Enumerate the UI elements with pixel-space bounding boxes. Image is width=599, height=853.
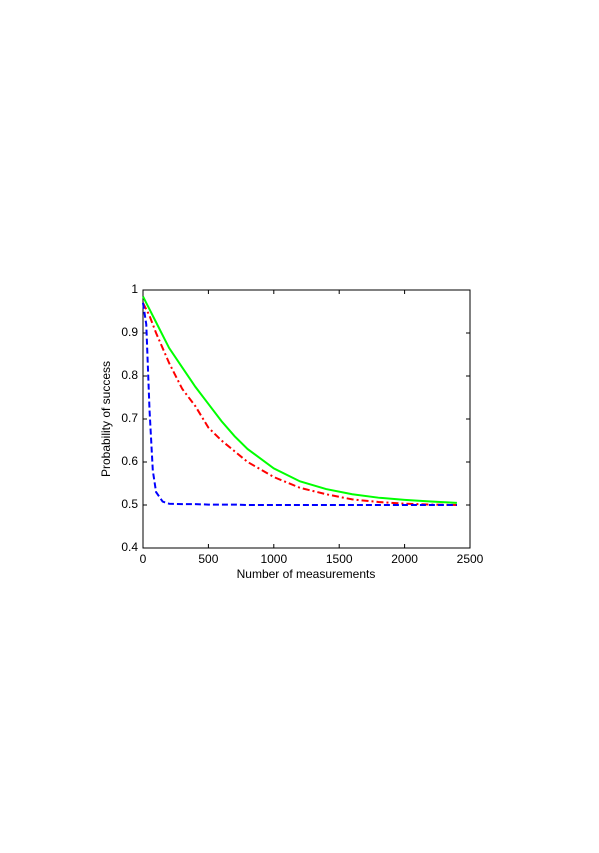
x-tick-label: 1000: [260, 552, 287, 566]
plot-frame: [142, 289, 471, 549]
x-axis-label: Number of measurements: [237, 567, 376, 581]
y-tick-label: 0.9: [121, 325, 138, 339]
series-line: [142, 302, 457, 506]
series-line: [142, 295, 457, 504]
x-tick-label: 1500: [326, 552, 353, 566]
x-tick-label: 2000: [391, 552, 418, 566]
y-tick-label: 0.8: [121, 368, 138, 382]
y-tick-label: 0.7: [121, 411, 138, 425]
y-tick-label: 0.5: [121, 497, 138, 511]
y-tick-label: 1: [131, 282, 138, 296]
y-tick-label: 0.6: [121, 454, 138, 468]
x-tick-label: 2500: [457, 552, 484, 566]
y-tick-label: 0.4: [121, 540, 138, 554]
y-axis-label: Probability of success: [99, 361, 113, 477]
series-line: [142, 302, 457, 506]
x-tick-label: 500: [198, 552, 218, 566]
x-tick-label: 0: [140, 552, 147, 566]
